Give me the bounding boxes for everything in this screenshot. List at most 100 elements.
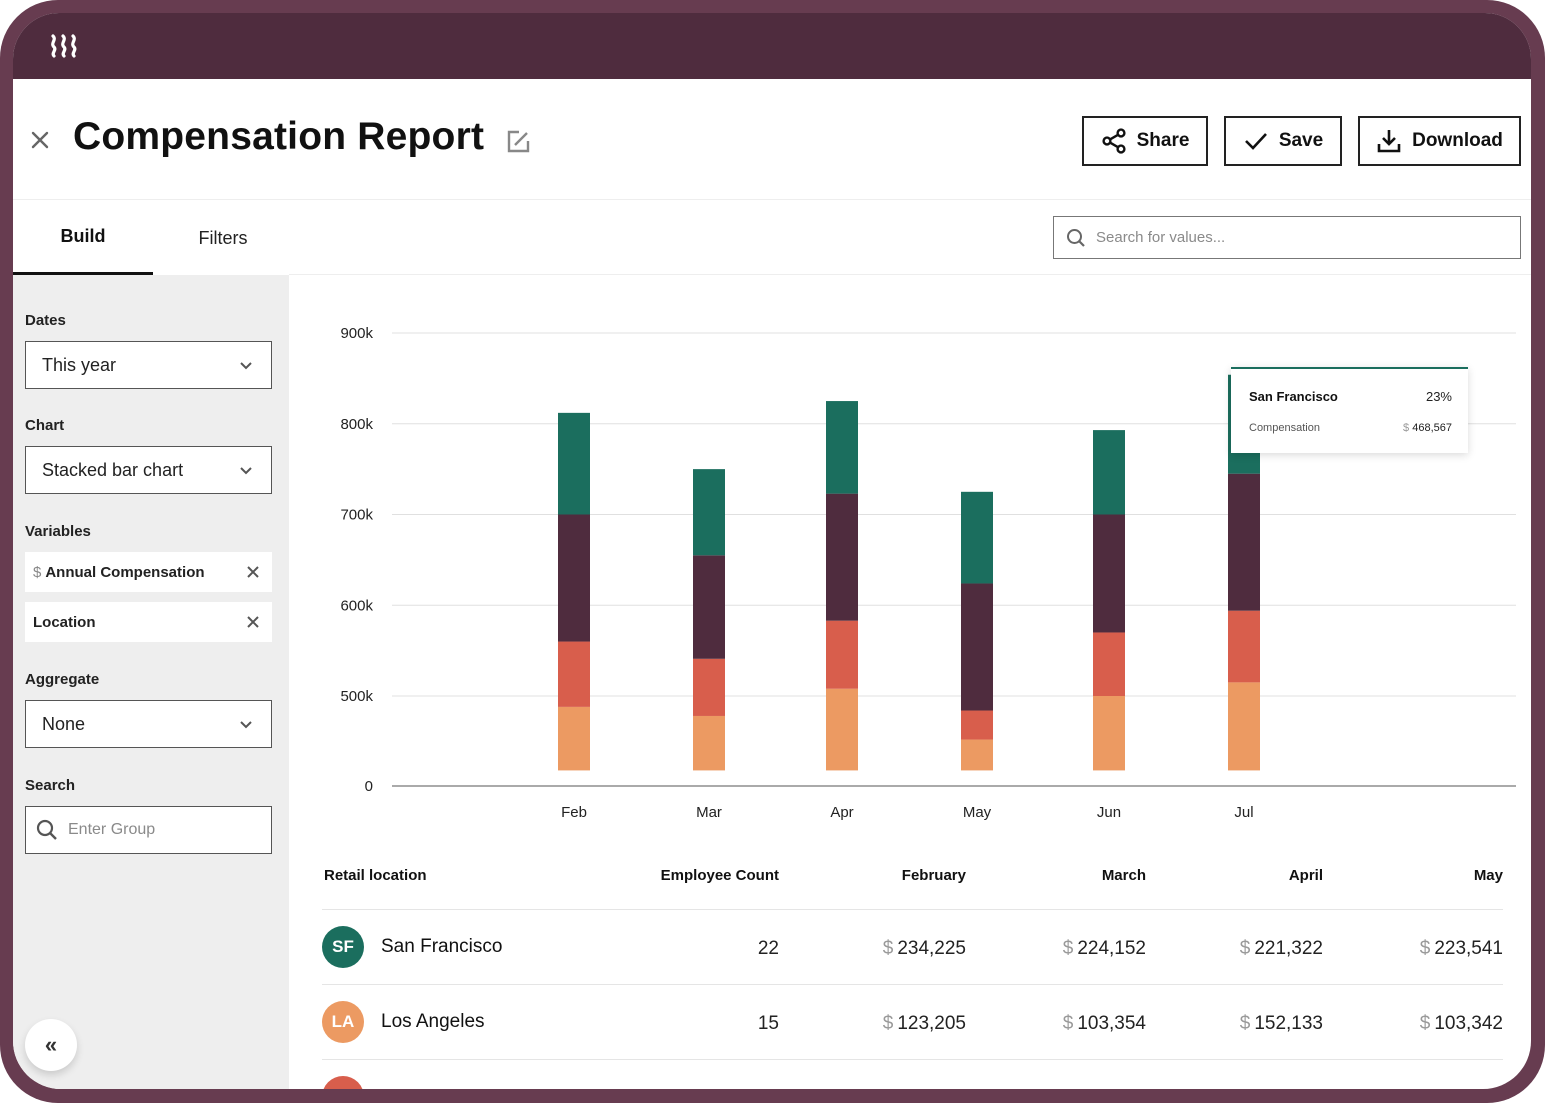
share-icon	[1101, 128, 1126, 154]
currency-symbol: $	[882, 1013, 894, 1034]
tab-bar: Build Filters	[13, 201, 289, 275]
bar-segment-may-1	[961, 710, 993, 740]
x-tick-label: May	[963, 804, 992, 821]
bar-segment-may-2	[961, 583, 993, 711]
currency-symbol: $	[1239, 938, 1251, 959]
bar-segment-mar-3	[693, 469, 725, 556]
bar-segment-feb-0	[558, 706, 590, 771]
tooltip-percent: 23%	[1425, 389, 1452, 404]
compensation-cell: $224,152	[1063, 938, 1146, 960]
close-icon[interactable]	[29, 129, 51, 151]
variable-chip-location[interactable]: Location	[25, 602, 272, 642]
table-body: SF San Francisco 22 $234,225 $224,152 $221,32…	[322, 910, 1503, 1089]
tab-build[interactable]: Build	[13, 201, 153, 275]
variable-label: Annual Compensation	[45, 563, 205, 581]
bar-segment-jun-2	[1093, 514, 1125, 633]
table-row[interactable]: LA Los Angeles 15 $123,205 $103,354 $152,133 $…	[322, 985, 1503, 1060]
compensation-cell: $152,133	[1240, 1013, 1323, 1035]
search-values-input[interactable]	[1096, 229, 1476, 246]
x-tick-label: Feb	[561, 804, 587, 821]
dates-value: This year	[42, 354, 117, 375]
location-name: Los Angeles	[381, 1011, 485, 1032]
bar-segment-jul-2	[1228, 473, 1260, 611]
checkmark-icon	[1244, 133, 1267, 150]
amount: 103,354	[1077, 1013, 1146, 1034]
column-header[interactable]: February	[901, 867, 966, 884]
bar-segment-feb-1	[558, 641, 590, 707]
x-tick-label: Mar	[696, 804, 722, 821]
avatar: SF	[322, 926, 364, 968]
dates-select[interactable]: This year	[25, 341, 272, 389]
bar-segment-may-0	[961, 739, 993, 771]
currency-symbol: $	[1062, 938, 1074, 959]
chevron-down-icon	[240, 467, 252, 475]
bar-segment-jun-1	[1093, 632, 1125, 696]
bar-segment-mar-2	[693, 555, 725, 659]
x-tick-label: Apr	[830, 804, 853, 821]
collapse-sidebar-button[interactable]: «	[25, 1019, 77, 1071]
currency-symbol: $	[1062, 1013, 1074, 1034]
chart-type-value: Stacked bar chart	[42, 459, 184, 480]
stacked-bar-chart: 0 500k 600k 700k 800k 900k Feb Mar Apr May Jun Jul …	[289, 275, 1531, 835]
remove-icon[interactable]	[246, 565, 260, 579]
bar-segment-jun-0	[1093, 696, 1125, 771]
double-chevron-left-icon: «	[44, 1032, 58, 1057]
tooltip-location: San Francisco	[1249, 389, 1338, 404]
amount: 224,152	[1077, 938, 1146, 959]
amount: 123,205	[897, 1013, 966, 1034]
table-row[interactable]	[322, 1060, 1503, 1089]
bar-segment-jul-0	[1228, 682, 1260, 771]
y-tick-label: 0	[365, 778, 373, 795]
download-label: Download	[1412, 130, 1503, 151]
y-tick-label: 500k	[340, 688, 373, 705]
y-tick-label: 800k	[340, 416, 373, 433]
amount: 234,225	[897, 938, 966, 959]
bar-segment-apr-0	[826, 688, 858, 771]
download-button[interactable]: Download	[1358, 116, 1521, 166]
compensation-cell: $103,342	[1420, 1013, 1503, 1035]
column-header[interactable]: Retail location	[324, 867, 427, 884]
report-header: Compensation Report Share Save	[13, 79, 1531, 200]
page-title: Compensation Report	[73, 115, 485, 158]
top-bar	[13, 13, 1531, 79]
search-values-field[interactable]	[1053, 216, 1521, 259]
column-header[interactable]: March	[1101, 867, 1146, 884]
search-icon	[1067, 228, 1085, 247]
aggregate-label: Aggregate	[25, 671, 100, 688]
build-sidebar: Dates This year Chart Stacked bar chart …	[13, 275, 289, 1089]
remove-icon[interactable]	[246, 615, 260, 629]
share-label: Share	[1136, 130, 1190, 151]
aggregate-select[interactable]: None	[25, 700, 272, 748]
tooltip-metric-label: Compensation	[1249, 422, 1320, 434]
dollar-prefix: $	[33, 563, 42, 581]
bar-segment-jun-3	[1093, 430, 1125, 515]
column-header[interactable]: Employee Count	[660, 867, 779, 884]
amount: 223,541	[1434, 938, 1503, 959]
save-button[interactable]: Save	[1224, 116, 1342, 166]
group-search-input[interactable]	[68, 821, 248, 839]
y-tick-label: 700k	[340, 507, 373, 524]
chart-type-select[interactable]: Stacked bar chart	[25, 446, 272, 494]
x-tick-label: Jul	[1234, 804, 1253, 821]
location-name: San Francisco	[381, 936, 503, 957]
chart-label: Chart	[25, 417, 65, 434]
edit-icon[interactable]	[505, 127, 533, 155]
wave-logo-icon[interactable]	[48, 33, 82, 59]
table-row[interactable]: SF San Francisco 22 $234,225 $224,152 $221,32…	[322, 910, 1503, 985]
employee-count: 15	[757, 1013, 779, 1034]
tooltip-amount: 468,567	[1412, 422, 1452, 434]
share-button[interactable]: Share	[1082, 116, 1208, 166]
bar-segment-feb-2	[558, 514, 590, 642]
column-header[interactable]: April	[1288, 867, 1323, 884]
divider	[289, 274, 1531, 275]
aggregate-value: None	[42, 713, 86, 734]
group-search-field[interactable]	[25, 806, 272, 854]
variable-chip-annual-compensation[interactable]: $ Annual Compensation	[25, 552, 272, 592]
bar-segment-may-3	[961, 491, 993, 584]
search-label: Search	[25, 777, 76, 794]
tab-filters[interactable]: Filters	[198, 227, 248, 248]
compensation-cell: $234,225	[883, 938, 966, 960]
column-header[interactable]: May	[1473, 867, 1503, 884]
bar-segment-mar-0	[693, 715, 725, 771]
